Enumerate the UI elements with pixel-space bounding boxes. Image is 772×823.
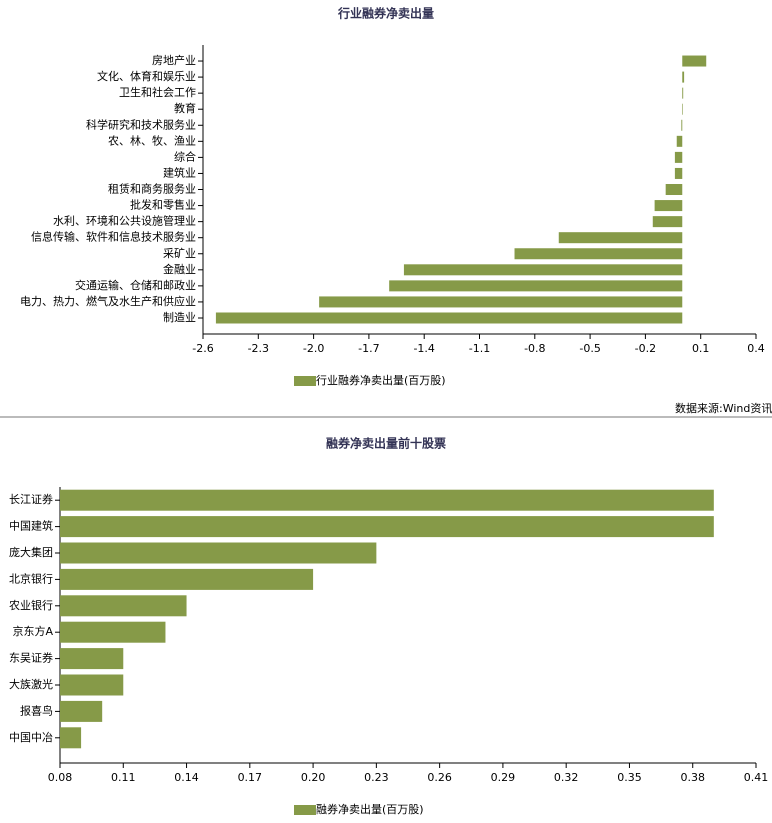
bar (682, 87, 684, 99)
bar (60, 595, 187, 617)
y-tick-label: 报喜鸟 (20, 703, 53, 717)
bar (674, 151, 683, 163)
bar (60, 542, 377, 564)
y-tick-label: 科学研究和技术服务业 (86, 117, 196, 131)
bar (654, 200, 683, 212)
bar (676, 135, 683, 147)
y-tick-label: 制造业 (163, 310, 196, 324)
y-tick-label: 教育 (174, 101, 196, 115)
bar (389, 280, 683, 292)
bar (60, 674, 124, 696)
x-tick-label: 0.41 (744, 771, 769, 784)
y-tick-label: 大族激光 (9, 677, 53, 691)
y-tick-label: 农、林、牧、渔业 (108, 133, 196, 147)
y-tick-label: 东吴证券 (9, 651, 53, 665)
x-tick-label: 0.08 (48, 771, 73, 784)
x-tick-label: -0.5 (579, 342, 600, 355)
bar (60, 516, 714, 538)
bar (60, 648, 124, 670)
bar (60, 621, 166, 643)
bar (674, 167, 683, 179)
chart-title: 行业融券净卖出量 (337, 6, 434, 21)
x-tick-label: 0.32 (554, 771, 579, 784)
x-tick-label: -0.8 (524, 342, 545, 355)
y-tick-label: 中国中冶 (9, 730, 53, 744)
x-tick-label: 0.38 (680, 771, 705, 784)
bar (319, 296, 683, 308)
y-tick-label: 水利、环境和公共设施管理业 (53, 214, 196, 228)
x-tick-label: 0.11 (111, 771, 136, 784)
x-tick-label: -2.6 (192, 342, 213, 355)
source-note: 数据来源:Wind资讯 (675, 401, 772, 415)
y-tick-label: 北京银行 (9, 571, 53, 585)
legend-label: 融券净卖出量(百万股) (316, 802, 424, 816)
bar (60, 727, 82, 749)
x-tick-label: 0.17 (238, 771, 263, 784)
bar (682, 71, 685, 83)
x-tick-label: -2.3 (248, 342, 269, 355)
bar (652, 216, 683, 228)
bar (403, 264, 683, 276)
bar (681, 119, 683, 131)
y-tick-label: 房地产业 (152, 53, 196, 67)
y-tick-label: 农业银行 (9, 598, 53, 612)
y-tick-label: 文化、体育和娱乐业 (97, 69, 196, 83)
x-tick-label: 0.14 (174, 771, 199, 784)
y-tick-label: 长江证券 (9, 492, 53, 506)
y-tick-label: 信息传输、软件和信息技术服务业 (31, 230, 196, 244)
x-tick-label: -0.2 (635, 342, 656, 355)
y-tick-label: 电力、热力、燃气及水生产和供应业 (20, 294, 196, 308)
bar (60, 568, 314, 590)
x-tick-label: 0.29 (491, 771, 516, 784)
bar (60, 489, 714, 511)
legend-swatch (294, 805, 316, 815)
bar (514, 248, 683, 260)
bar (558, 232, 683, 244)
x-tick-label: 0.4 (747, 342, 765, 355)
legend-swatch (294, 376, 316, 386)
x-tick-label: 0.20 (301, 771, 326, 784)
x-tick-label: 0.23 (364, 771, 389, 784)
y-tick-label: 卫生和社会工作 (119, 85, 196, 99)
x-tick-label: -1.1 (469, 342, 490, 355)
x-tick-label: -2.0 (303, 342, 324, 355)
y-tick-label: 交通运输、仓储和邮政业 (75, 278, 196, 292)
chart-title: 融券净卖出量前十股票 (326, 436, 446, 451)
y-tick-label: 综合 (174, 149, 196, 163)
legend-label: 行业融券净卖出量(百万股) (316, 373, 446, 387)
bar (60, 700, 103, 722)
y-tick-label: 租赁和商务服务业 (108, 182, 196, 196)
y-tick-label: 京东方A (12, 624, 53, 638)
x-tick-label: 0.35 (617, 771, 642, 784)
bar (215, 312, 683, 324)
x-tick-label: -1.7 (358, 342, 379, 355)
bar (682, 55, 707, 67)
y-tick-label: 金融业 (163, 262, 196, 276)
x-tick-label: 0.1 (692, 342, 710, 355)
y-tick-label: 中国建筑 (9, 519, 53, 533)
x-tick-label: -1.4 (413, 342, 434, 355)
y-tick-label: 采矿业 (163, 247, 196, 260)
bar (682, 103, 683, 115)
y-tick-label: 批发和零售业 (130, 198, 196, 212)
y-tick-label: 建筑业 (163, 165, 196, 179)
bar (665, 184, 683, 196)
y-tick-label: 庞大集团 (9, 545, 53, 559)
x-tick-label: 0.26 (427, 771, 452, 784)
